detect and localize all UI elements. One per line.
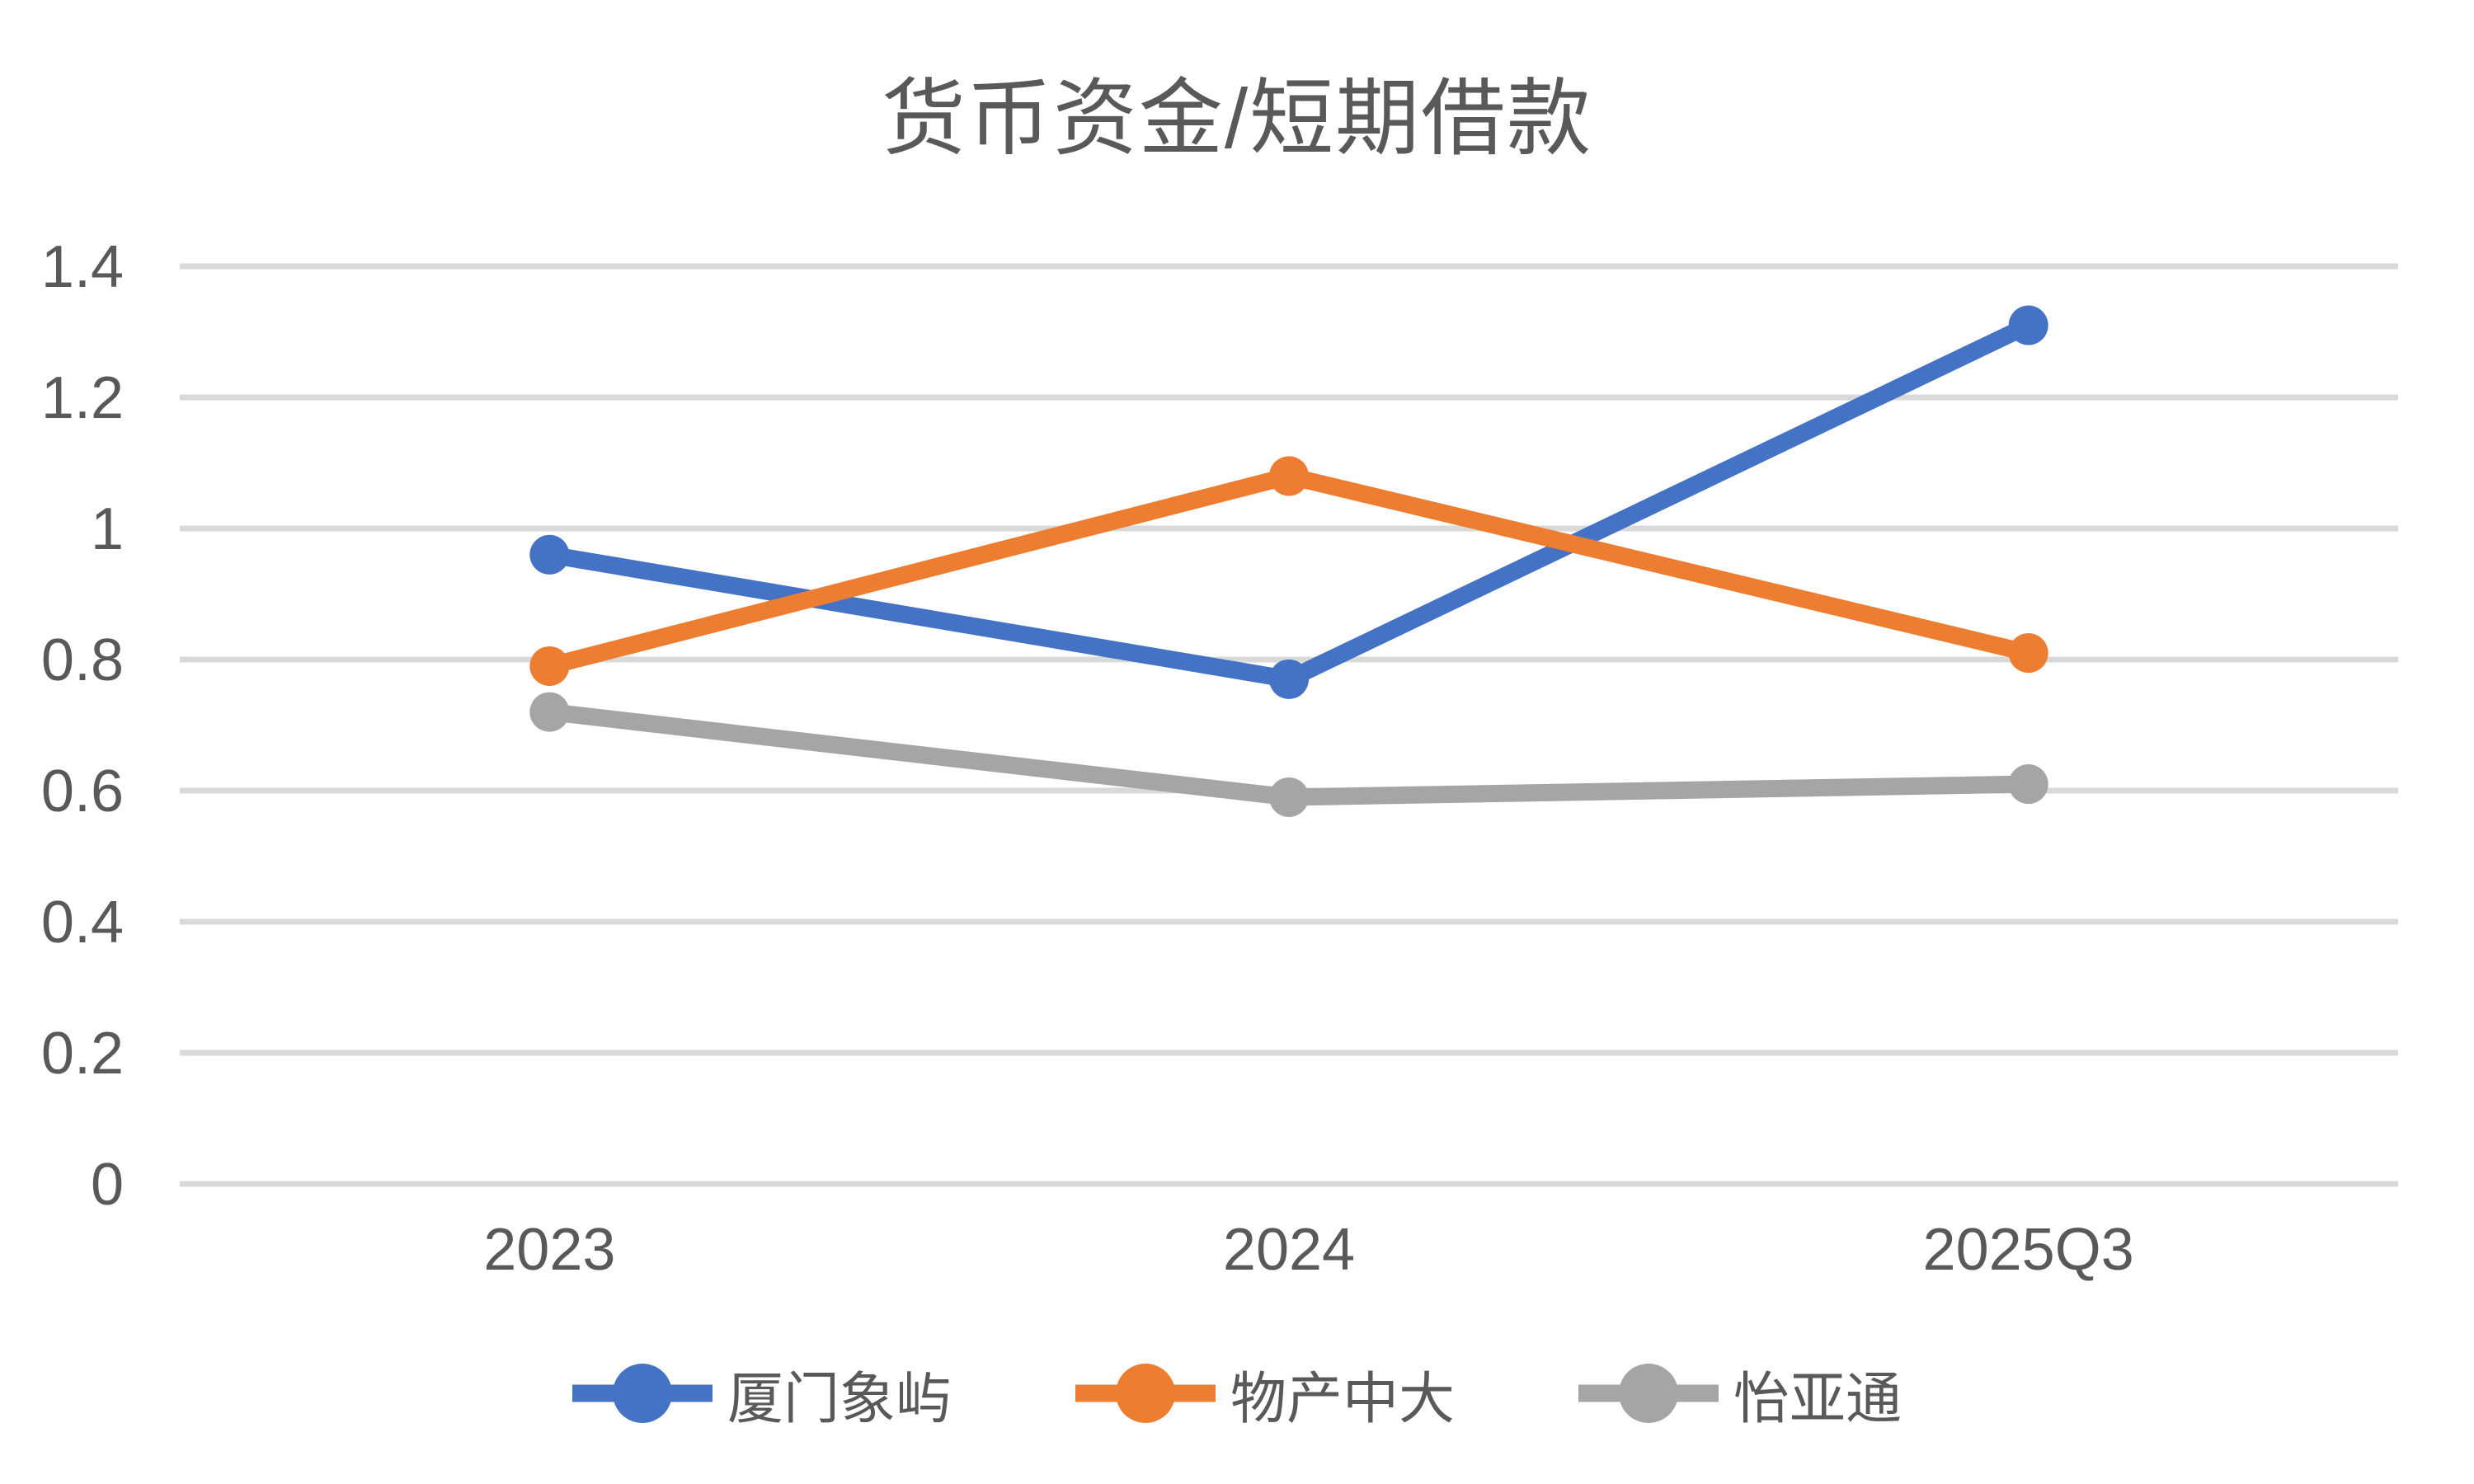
x-tick-label: 2025Q3 (1923, 1217, 2134, 1283)
legend-label: 厦门象屿 (727, 1367, 952, 1430)
y-tick-label: 1.4 (41, 234, 124, 300)
y-tick-label: 0.8 (41, 627, 124, 693)
series-0-point-2 (2008, 305, 2048, 345)
legend-label: 物产中大 (1230, 1367, 1455, 1430)
legend-marker-icon (1578, 1364, 1719, 1423)
legend-marker-icon (1075, 1364, 1216, 1423)
series-1-point-1 (1269, 456, 1309, 496)
series-line-0 (548, 317, 2033, 688)
series-1-point-0 (529, 646, 570, 686)
series-2-point-1 (1269, 777, 1309, 817)
series-1-point-2 (2008, 633, 2048, 674)
y-tick-label: 0.6 (41, 758, 124, 824)
series-0-point-0 (529, 534, 570, 575)
series-2-point-2 (2008, 764, 2048, 805)
legend: 厦门象屿 物产中大 怡亚通 (0, 1340, 2474, 1447)
legend-item-1: 物产中大 (1075, 1353, 1455, 1435)
y-axis-labels: 0 0.2 0.4 0.6 0.8 1 1.2 1.4 (41, 234, 124, 1218)
x-tick-label: 2023 (483, 1217, 615, 1283)
y-tick-label: 1.2 (41, 365, 124, 431)
series-line-1 (547, 467, 2031, 675)
series-layer (529, 305, 2048, 817)
y-tick-label: 0.2 (41, 1021, 124, 1087)
legend-item-2: 怡亚通 (1578, 1353, 1902, 1435)
legend-item-0: 厦门象屿 (571, 1353, 952, 1435)
chart-title: 货币资金/短期借款 (881, 72, 1593, 166)
y-tick-label: 0.4 (41, 890, 124, 956)
legend-label: 怡亚通 (1733, 1367, 1903, 1430)
y-tick-label: 1 (91, 496, 124, 562)
legend-marker-icon (571, 1364, 713, 1423)
gridlines (180, 263, 2398, 1187)
series-2-point-0 (529, 692, 570, 732)
x-axis-labels: 2023 2024 2025Q3 (483, 1217, 2134, 1283)
series-0-point-1 (1269, 659, 1309, 699)
x-tick-label: 2024 (1223, 1217, 1355, 1283)
y-tick-label: 0 (91, 1152, 124, 1218)
